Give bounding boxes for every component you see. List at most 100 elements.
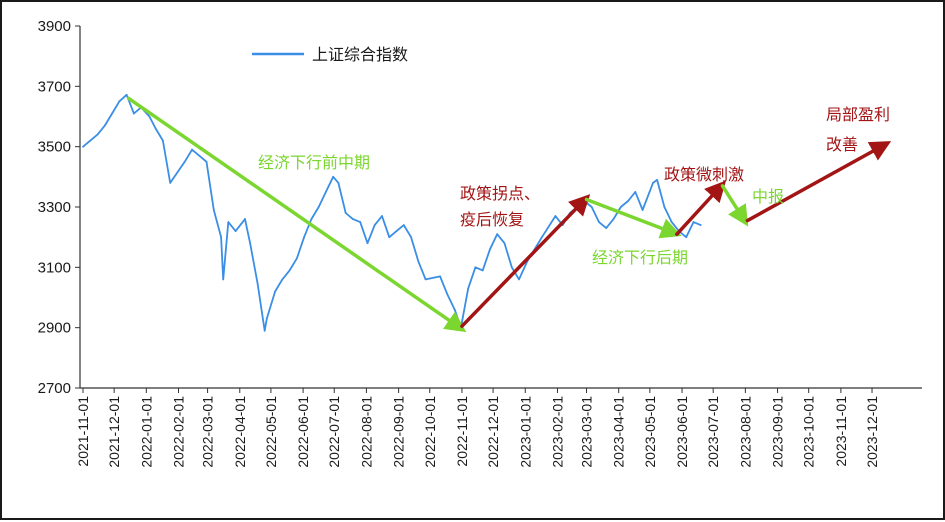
data-point — [410, 236, 412, 239]
data-point — [619, 206, 622, 208]
annotation-label: 局部盈利 — [826, 105, 890, 124]
data-point — [191, 148, 193, 151]
data-point — [395, 230, 398, 233]
annotation-label: 经济下行后期 — [592, 248, 688, 267]
trend-arrow-down — [584, 197, 682, 239]
x-tick-label: 2023-10-01 — [801, 396, 817, 468]
data-point — [366, 242, 369, 245]
data-point — [295, 257, 298, 260]
annotation-label: 经济下行前中期 — [258, 153, 370, 172]
data-point — [670, 221, 673, 223]
x-tick-label: 2023-03-01 — [579, 396, 595, 468]
data-point — [446, 293, 449, 296]
data-point — [388, 236, 391, 239]
x-tick-label: 2023-11-01 — [833, 396, 849, 467]
data-point — [234, 230, 237, 233]
x-tick-label: 2023-02-01 — [549, 396, 565, 468]
data-point — [303, 236, 306, 239]
y-tick-label: 3300 — [38, 199, 71, 216]
data-point — [132, 112, 135, 115]
x-tick-label: 2023-05-01 — [642, 396, 658, 468]
data-point — [489, 248, 491, 251]
x-tick-label: 2021-12-01 — [106, 396, 122, 468]
data-point — [496, 233, 499, 236]
data-point — [598, 221, 600, 223]
x-tick-label: 2022-03-01 — [200, 396, 216, 468]
data-point — [162, 139, 164, 142]
data-point — [685, 236, 688, 239]
data-point — [663, 206, 666, 208]
data-point — [103, 124, 106, 127]
data-point — [205, 160, 208, 163]
trend-arrow-up — [460, 194, 591, 328]
data-point — [634, 191, 637, 193]
data-point — [198, 154, 201, 157]
data-point — [540, 236, 543, 239]
y-tick-label: 3900 — [38, 18, 71, 35]
data-point — [274, 290, 276, 293]
x-tick-label: 2023-04-01 — [611, 396, 627, 468]
data-point — [381, 215, 383, 217]
data-point — [605, 227, 608, 230]
data-point — [699, 224, 702, 227]
data-point — [359, 221, 362, 223]
x-tick-label: 2022-10-01 — [422, 396, 438, 468]
data-point — [118, 100, 121, 103]
data-point — [89, 139, 92, 142]
data-point — [590, 206, 593, 208]
data-point — [692, 221, 695, 223]
legend-label: 上证综合指数 — [312, 45, 408, 64]
y-tick-label: 3100 — [38, 259, 71, 276]
x-tick-label: 2022-02-01 — [171, 396, 187, 468]
trend-arrow-down — [126, 96, 467, 333]
data-point — [265, 317, 268, 320]
data-point — [627, 200, 629, 202]
data-point — [612, 218, 615, 220]
annotation-label: 疫后恢复 — [460, 210, 524, 229]
data-point — [373, 224, 376, 227]
data-point — [453, 308, 456, 311]
data-point — [518, 278, 520, 281]
x-tick-label: 2022-06-01 — [295, 396, 311, 468]
data-point — [554, 215, 557, 217]
data-point — [503, 242, 506, 245]
trend-arrow-up — [675, 180, 727, 236]
data-point — [125, 93, 128, 96]
data-point — [474, 266, 477, 269]
x-tick-label: 2022-04-01 — [232, 396, 248, 468]
x-tick-label: 2021-11-01 — [75, 396, 91, 467]
data-point — [212, 209, 215, 211]
y-tick-label: 2900 — [38, 320, 71, 337]
annotation-label: 中报 — [752, 187, 784, 206]
x-tick-label: 2022-08-01 — [358, 396, 374, 468]
data-point — [220, 236, 222, 239]
data-point — [424, 278, 427, 281]
x-tick-label: 2022-01-01 — [138, 396, 154, 468]
x-tick-label: 2023-06-01 — [674, 396, 690, 468]
data-point — [310, 218, 313, 220]
data-point — [281, 278, 284, 281]
data-point — [96, 133, 99, 136]
x-tick-label: 2022-12-01 — [485, 396, 501, 468]
data-point — [317, 206, 320, 208]
trend-arrow-down — [720, 184, 749, 227]
x-tick-label: 2023-08-01 — [737, 396, 753, 468]
data-point — [352, 218, 354, 220]
data-point — [244, 218, 246, 220]
data-point — [111, 112, 113, 115]
annotation-label: 政策微刺激 — [664, 165, 744, 184]
trend-arrow-up — [745, 141, 892, 223]
data-point — [439, 275, 442, 278]
data-point — [82, 145, 84, 148]
data-point — [332, 175, 335, 178]
data-point — [183, 160, 186, 163]
x-tick-label: 2023-12-01 — [864, 396, 880, 468]
x-tick-label: 2022-05-01 — [263, 396, 279, 468]
data-point — [656, 178, 659, 181]
data-point — [263, 329, 266, 332]
x-tick-label: 2023-01-01 — [517, 396, 533, 468]
data-point — [154, 127, 157, 130]
data-point — [256, 281, 259, 284]
